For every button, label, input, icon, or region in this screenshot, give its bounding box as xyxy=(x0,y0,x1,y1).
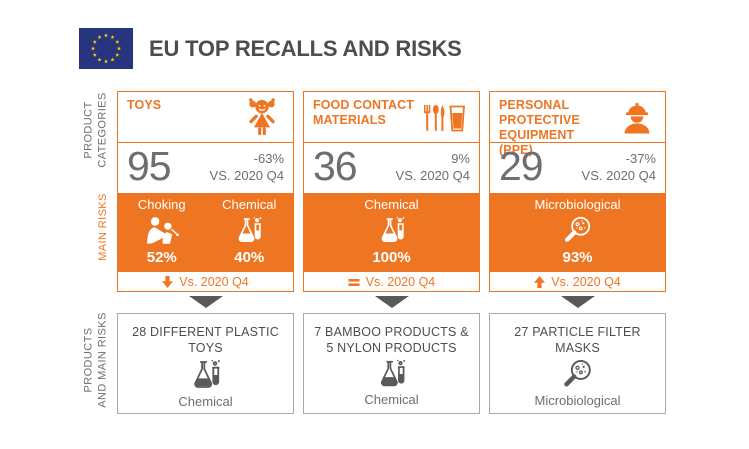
risk-label: Choking xyxy=(137,197,186,212)
risk-item: Chemical 40% xyxy=(206,193,294,272)
category-column-food-contact-materials: FOOD CONTACT MATERIALS 36 9% VS. 2020 Q4… xyxy=(303,91,480,414)
chemical-flask-icon xyxy=(376,212,408,250)
risk-label: Chemical xyxy=(222,197,277,212)
category-title: TOYS xyxy=(127,98,162,112)
recall-count-row: 29 -37% VS. 2020 Q4 xyxy=(490,143,665,193)
trend-strip: Vs. 2020 Q4 xyxy=(118,272,293,291)
eu-flag-icon xyxy=(79,28,133,69)
category-title: PERSONAL PROTECTIVE EQUIPMENT (PPE) xyxy=(499,98,580,157)
risk-label: Microbiological xyxy=(534,197,621,212)
trend-label: Vs. 2020 Q4 xyxy=(365,274,436,289)
recall-count-row: 95 -63% VS. 2020 Q4 xyxy=(118,143,293,193)
change-pct: 9% xyxy=(451,151,470,166)
change-vs-previous: 9% VS. 2020 Q4 xyxy=(396,151,470,185)
category-header: PERSONAL PROTECTIVE EQUIPMENT (PPE) xyxy=(490,92,665,157)
change-vs-label: VS. 2020 Q4 xyxy=(209,167,284,183)
products-risk-label: Chemical xyxy=(178,393,233,409)
risk-item: Choking 52% xyxy=(118,193,206,272)
change-vs-label: VS. 2020 Q4 xyxy=(395,167,470,183)
category-card: TOYS 95 -63% VS. 2020 Q4 Choking 52% xyxy=(117,91,294,292)
connector-triangle-icon xyxy=(375,296,409,308)
products-box: 27 PARTICLE FILTER MASKS Microbiological xyxy=(489,313,666,414)
change-vs-label: VS. 2020 Q4 xyxy=(581,167,656,183)
products-box: 7 BAMBOO PRODUCTS & 5 NYLON PRODUCTS Che… xyxy=(303,313,480,414)
chemical-flask-icon xyxy=(375,357,409,392)
cutlery-icon xyxy=(416,102,472,134)
trend-strip: Vs. 2020 Q4 xyxy=(304,272,479,291)
risk-item: Microbiological 93% xyxy=(490,193,665,272)
category-column-toys: TOYS 95 -63% VS. 2020 Q4 Choking 52% xyxy=(117,91,294,414)
trend-strip: Vs. 2020 Q4 xyxy=(490,272,665,291)
down-arrow-icon xyxy=(162,276,173,288)
products-risk-label: Chemical xyxy=(364,391,419,407)
category-column-ppe: PERSONAL PROTECTIVE EQUIPMENT (PPE) 29 -… xyxy=(489,91,666,414)
connector-triangle-icon xyxy=(561,296,595,308)
recall-count-row: 36 9% VS. 2020 Q4 xyxy=(304,143,479,193)
change-pct: -63% xyxy=(253,151,284,166)
products-title: 28 DIFFERENT PLASTIC TOYS xyxy=(132,325,279,356)
products-title: 27 PARTICLE FILTER MASKS xyxy=(514,325,641,356)
recall-count: 95 xyxy=(127,143,172,189)
main-risks-panel: Microbiological 93% xyxy=(490,193,665,272)
risk-item: Chemical 100% xyxy=(304,193,479,272)
choking-icon xyxy=(140,212,184,250)
microbiological-icon xyxy=(561,212,595,250)
recall-count: 36 xyxy=(313,143,358,189)
page-title: EU TOP RECALLS AND RISKS xyxy=(149,36,462,61)
category-title: FOOD CONTACT MATERIALS xyxy=(313,98,414,127)
risk-percentage: 100% xyxy=(372,249,411,267)
category-header: FOOD CONTACT MATERIALS xyxy=(304,92,479,143)
products-box: 28 DIFFERENT PLASTIC TOYS Chemical xyxy=(117,313,294,414)
risk-percentage: 40% xyxy=(234,249,265,267)
side-label-product-categories: PRODUCT CATEGORIES xyxy=(82,92,109,168)
side-label-products-and-main-risks: PRODUCTS AND MAIN RISKS xyxy=(82,312,109,408)
chemical-flask-icon xyxy=(233,212,265,250)
doll-icon xyxy=(241,95,283,139)
products-title: 7 BAMBOO PRODUCTS & 5 NYLON PRODUCTS xyxy=(314,325,469,356)
change-vs-previous: -63% VS. 2020 Q4 xyxy=(210,151,284,185)
up-arrow-icon xyxy=(534,276,545,288)
chemical-flask-icon xyxy=(188,357,224,394)
main-risks-panel: Choking 52% Chemical 40% xyxy=(118,193,293,272)
category-header: TOYS xyxy=(118,92,293,143)
category-card: PERSONAL PROTECTIVE EQUIPMENT (PPE) 29 -… xyxy=(489,91,666,292)
main-risks-panel: Chemical 100% xyxy=(304,193,479,272)
risk-percentage: 52% xyxy=(146,249,177,267)
connector-triangle-icon xyxy=(189,296,223,308)
products-risk-label: Microbiological xyxy=(534,392,621,408)
microbiological-icon xyxy=(560,357,596,393)
equals-icon xyxy=(348,277,360,287)
change-vs-previous: -37% VS. 2020 Q4 xyxy=(582,151,656,185)
trend-label: Vs. 2020 Q4 xyxy=(179,274,249,289)
side-label-main-risks: MAIN RISKS xyxy=(96,193,109,261)
trend-label: Vs. 2020 Q4 xyxy=(551,274,621,289)
recall-count: 29 xyxy=(499,143,544,189)
worker-helmet-icon xyxy=(618,99,656,137)
risk-label: Chemical xyxy=(364,197,419,212)
risk-percentage: 93% xyxy=(562,249,593,267)
category-card: FOOD CONTACT MATERIALS 36 9% VS. 2020 Q4… xyxy=(303,91,480,292)
change-pct: -37% xyxy=(625,151,656,166)
